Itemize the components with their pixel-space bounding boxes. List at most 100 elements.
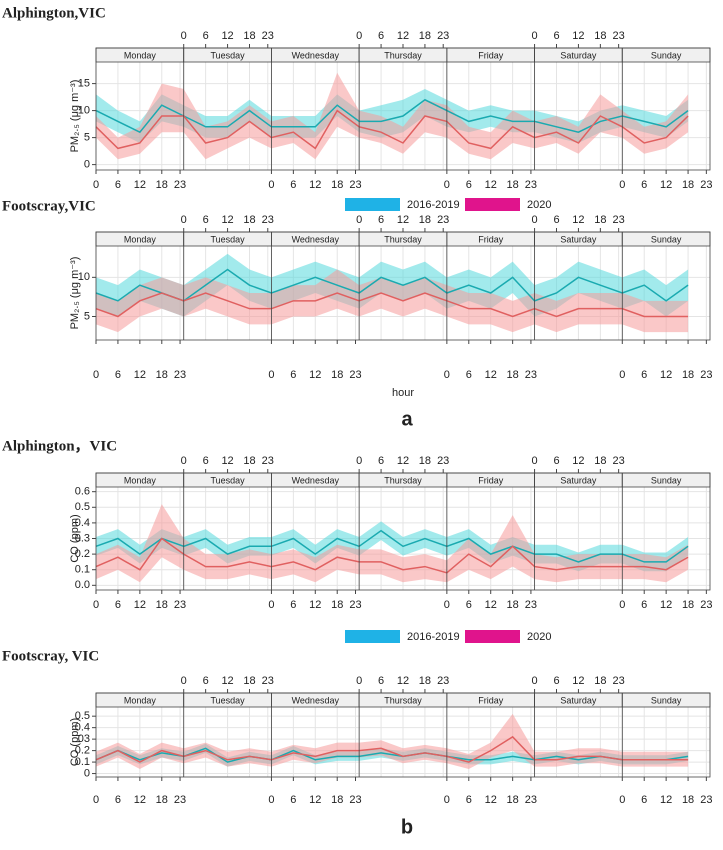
- y-tick-label: 0.1: [75, 756, 90, 768]
- x-tick-label: 23: [700, 794, 712, 806]
- x-tick-label: 23: [262, 675, 274, 687]
- x-tick-label: 12: [485, 369, 497, 381]
- x-tick-label: 18: [331, 179, 343, 191]
- x-tick-label: 0: [619, 369, 625, 381]
- x-tick-label: 18: [331, 794, 343, 806]
- plot-frame: [95, 472, 711, 591]
- x-tick-label: 18: [156, 599, 168, 611]
- x-tick-label: 6: [378, 455, 384, 467]
- legend-swatch: [345, 198, 400, 211]
- y-axis-label: CO (ppm): [69, 718, 81, 766]
- x-tick-label: 6: [553, 675, 559, 687]
- y-tick-label: 5: [84, 310, 90, 322]
- x-tick-label: 0: [93, 794, 99, 806]
- strip-label: Wednesday: [292, 234, 340, 244]
- x-tick-label: 18: [156, 369, 168, 381]
- x-tick-label: 6: [378, 214, 384, 226]
- x-tick-label: 6: [466, 794, 472, 806]
- x-tick-label: 12: [660, 599, 672, 611]
- confidence-band: [96, 713, 689, 769]
- x-tick-label: 0: [532, 455, 538, 467]
- x-tick-label: 18: [682, 369, 694, 381]
- plot-frame: [95, 692, 711, 778]
- x-tick-label: 12: [221, 675, 233, 687]
- series-line: [95, 529, 689, 563]
- x-tick-label: 6: [115, 369, 121, 381]
- legend-swatch: [465, 630, 520, 643]
- strip-label: Tuesday: [210, 695, 245, 705]
- y-axis-label: CO (ppm): [69, 514, 81, 562]
- x-axis-label: hour: [392, 387, 414, 399]
- x-tick-label: 18: [682, 599, 694, 611]
- confidence-band: [96, 269, 689, 333]
- x-tick-label: 23: [525, 369, 537, 381]
- x-tick-label: 0: [444, 794, 450, 806]
- x-tick-label: 0: [619, 179, 625, 191]
- x-tick-label: 12: [572, 455, 584, 467]
- x-tick-label: 18: [419, 30, 431, 42]
- panel-label: a: [401, 408, 413, 430]
- strip-label: Friday: [478, 475, 504, 485]
- legend-swatch: [465, 198, 520, 211]
- strip-label: Thursday: [384, 695, 422, 705]
- x-tick-label: 0: [268, 179, 274, 191]
- x-tick-label: 6: [290, 599, 296, 611]
- x-tick-label: 12: [485, 179, 497, 191]
- x-tick-label: 18: [331, 369, 343, 381]
- x-tick-label: 23: [525, 599, 537, 611]
- x-tick-label: 0: [93, 369, 99, 381]
- x-tick-label: 23: [525, 794, 537, 806]
- x-tick-label: 12: [134, 179, 146, 191]
- x-tick-label: 18: [594, 30, 606, 42]
- x-tick-label: 18: [594, 675, 606, 687]
- x-tick-label: 23: [613, 455, 625, 467]
- y-tick-label: 0.3: [75, 532, 90, 544]
- strip-label: Monday: [124, 695, 157, 705]
- x-tick-label: 0: [444, 179, 450, 191]
- x-tick-label: 12: [572, 30, 584, 42]
- x-tick-label: 18: [243, 675, 255, 687]
- series-line: [95, 268, 689, 302]
- x-tick-label: 12: [221, 455, 233, 467]
- y-tick-label: 0.2: [75, 745, 90, 757]
- x-tick-label: 12: [660, 179, 672, 191]
- chart-title: Footscray,VIC: [2, 198, 96, 214]
- y-tick-label: 0.4: [75, 722, 90, 734]
- x-tick-label: 0: [268, 794, 274, 806]
- x-tick-label: 6: [203, 675, 209, 687]
- x-tick-label: 0: [181, 675, 187, 687]
- strip-label: Saturday: [560, 475, 597, 485]
- x-tick-label: 23: [174, 599, 186, 611]
- x-tick-label: 23: [700, 369, 712, 381]
- legend-swatch: [345, 630, 400, 643]
- x-tick-label: 0: [181, 214, 187, 226]
- x-tick-label: 12: [309, 599, 321, 611]
- x-tick-label: 18: [594, 455, 606, 467]
- x-tick-label: 12: [309, 794, 321, 806]
- legend-label: 2020: [527, 199, 551, 211]
- chart-title: Alphington,VIC: [2, 5, 106, 21]
- x-tick-label: 6: [115, 599, 121, 611]
- y-tick-label: 0.0: [75, 579, 90, 591]
- y-tick-label: 03: [78, 733, 90, 745]
- x-tick-label: 12: [397, 455, 409, 467]
- x-tick-label: 23: [349, 794, 361, 806]
- strip-label: Sunday: [651, 50, 682, 60]
- x-tick-label: 6: [641, 599, 647, 611]
- x-tick-label: 12: [572, 675, 584, 687]
- x-tick-label: 0: [356, 675, 362, 687]
- x-tick-label: 0: [444, 599, 450, 611]
- x-tick-label: 23: [349, 179, 361, 191]
- series-line: [95, 109, 689, 150]
- x-tick-label: 18: [243, 214, 255, 226]
- y-tick-label: 0: [84, 767, 90, 779]
- x-tick-label: 18: [419, 455, 431, 467]
- y-tick-label: 0: [84, 159, 90, 171]
- x-tick-label: 12: [660, 794, 672, 806]
- x-tick-label: 0: [181, 30, 187, 42]
- x-tick-label: 0: [444, 369, 450, 381]
- x-tick-label: 6: [203, 455, 209, 467]
- x-tick-label: 0: [181, 455, 187, 467]
- x-tick-label: 6: [203, 30, 209, 42]
- x-tick-label: 12: [221, 30, 233, 42]
